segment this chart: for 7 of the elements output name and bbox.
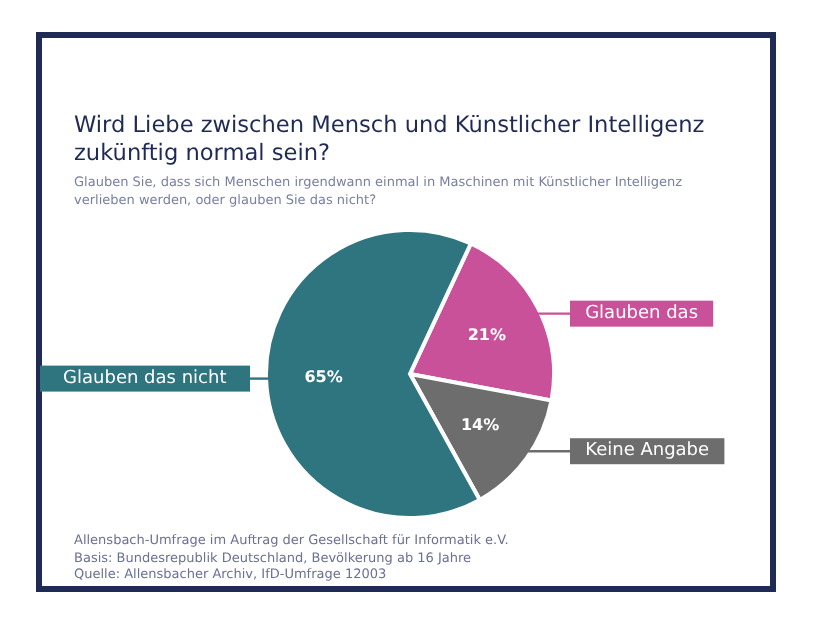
data-label: 14% [460,415,500,434]
chart-title: Wird Liebe zwischen Mensch und Künstlicher Intelligenz zukünftig normal sein? [74,112,707,168]
slice-label: Glauben das [585,303,699,324]
legend-label: Glauben das nicht [63,368,228,389]
slice-label: Keine Angabe [585,441,711,462]
data-label: 21% [467,325,506,344]
data-label: 65% [304,368,343,387]
